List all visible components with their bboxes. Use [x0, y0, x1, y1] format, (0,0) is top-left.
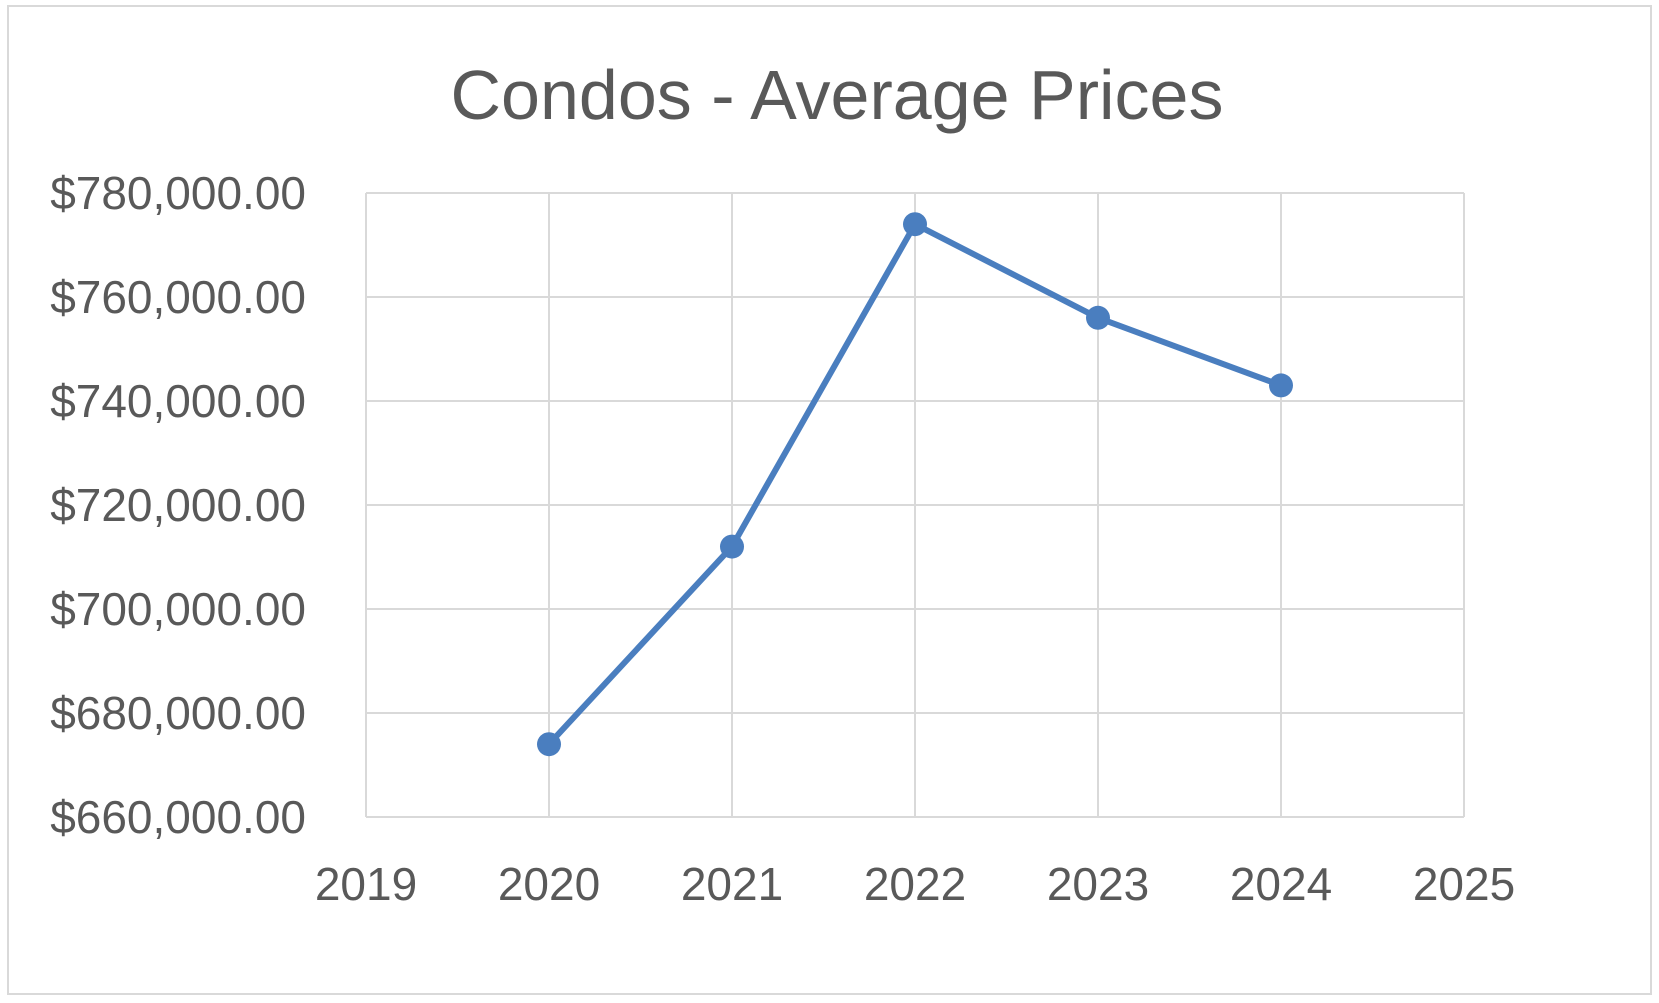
grid-lines — [365, 192, 1465, 818]
x-tick-label: 2025 — [1413, 858, 1515, 910]
chart-frame: Condos - Average Prices $780,000.00 $760,… — [7, 5, 1652, 995]
y-tick-label: $660,000.00 — [50, 791, 306, 843]
data-point — [1269, 373, 1293, 398]
y-tick-label: $760,000.00 — [50, 271, 306, 323]
x-tick-label: 2019 — [315, 858, 417, 910]
x-tick-label: 2023 — [1047, 858, 1149, 910]
axis-labels: $780,000.00 $760,000.00 $740,000.00 $720,00… — [50, 167, 1515, 910]
chart-title: Condos - Average Prices — [450, 56, 1223, 134]
data-point — [720, 534, 744, 559]
data-point — [903, 212, 927, 237]
data-point — [537, 732, 561, 757]
x-tick-label: 2022 — [864, 858, 966, 910]
x-tick-label: 2021 — [681, 858, 783, 910]
x-tick-label: 2024 — [1230, 858, 1332, 910]
line-chart: Condos - Average Prices $780,000.00 $760,… — [50, 56, 1515, 910]
y-tick-label: $780,000.00 — [50, 167, 306, 219]
y-tick-label: $740,000.00 — [50, 375, 306, 427]
y-tick-label: $680,000.00 — [50, 687, 306, 739]
series-layer — [537, 212, 1293, 757]
data-point — [1086, 305, 1110, 330]
y-tick-label: $700,000.00 — [50, 583, 306, 635]
y-tick-label: $720,000.00 — [50, 479, 306, 531]
x-tick-label: 2020 — [498, 858, 600, 910]
